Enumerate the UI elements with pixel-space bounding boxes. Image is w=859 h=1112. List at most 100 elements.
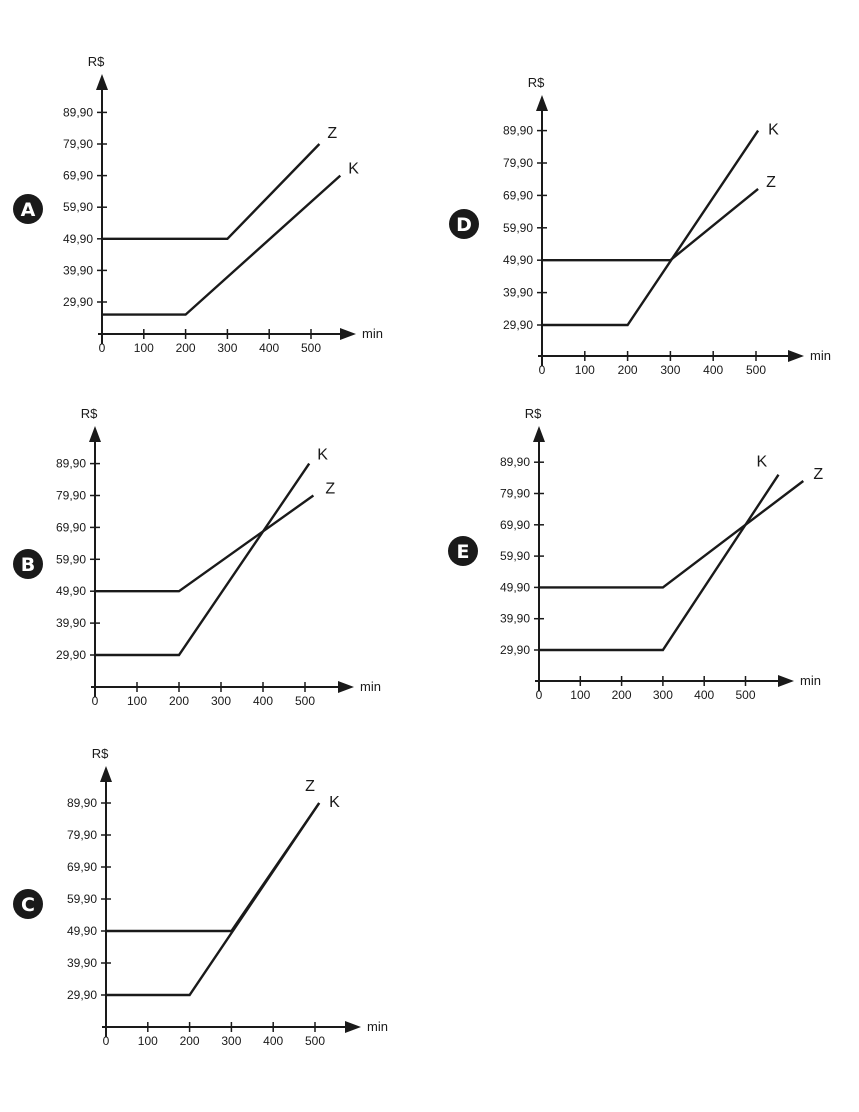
x-axis-arrow xyxy=(340,328,356,340)
x-axis-arrow xyxy=(788,350,804,362)
x-tick-label: 0 xyxy=(92,694,99,708)
x-tick-label: 200 xyxy=(180,1034,200,1048)
series-line-k xyxy=(95,462,311,657)
series-label-z: Z xyxy=(305,778,315,795)
y-axis-arrow xyxy=(100,766,112,782)
option-badge-circle xyxy=(13,194,43,224)
y-tick-label: 79,90 xyxy=(500,487,530,501)
y-axis-title: R$ xyxy=(88,54,105,69)
series-label-z: Z xyxy=(327,125,337,142)
series-line-z xyxy=(102,143,321,241)
y-tick-label: 59,90 xyxy=(56,552,86,566)
chart-e: R$ min 0 100 200 300 400 500 29,90 39,90 49,90 59,9… xyxy=(448,406,823,702)
x-tick-label: 0 xyxy=(536,688,543,702)
x-axis-arrow xyxy=(778,675,794,687)
y-axis-arrow xyxy=(533,426,545,442)
option-letter: C xyxy=(21,894,35,916)
x-axis-title: min xyxy=(800,673,821,688)
series-line-z xyxy=(106,802,321,933)
y-tick-label: 39,90 xyxy=(63,263,93,277)
y-tick-label: 69,90 xyxy=(63,169,93,183)
option-letter: B xyxy=(21,554,35,576)
y-tick-label: 29,90 xyxy=(503,318,533,332)
series-line-z xyxy=(539,480,805,589)
y-tick-label: 89,90 xyxy=(56,457,86,471)
y-axis-arrow xyxy=(96,74,108,90)
y-tick-label: 29,90 xyxy=(56,648,86,662)
series-line-k xyxy=(102,174,342,316)
series-label-z: Z xyxy=(766,174,776,191)
series-label-z: Z xyxy=(325,481,335,498)
y-tick-label: 59,90 xyxy=(500,549,530,563)
series-label-k: K xyxy=(348,161,359,178)
x-tick-label: 400 xyxy=(703,363,723,377)
x-axis-title: min xyxy=(360,679,381,694)
y-tick-label: 89,90 xyxy=(67,796,97,810)
chart-b: R$ min 0 100 200 300 400 500 29,90 39,90 49,90 59,9… xyxy=(13,406,381,708)
option-badge-circle xyxy=(13,549,43,579)
series-label-k: K xyxy=(768,122,779,139)
y-tick-label: 39,90 xyxy=(56,616,86,630)
y-tick-label: 79,90 xyxy=(67,828,97,842)
x-tick-label: 0 xyxy=(103,1034,110,1048)
series-line-z xyxy=(95,494,315,593)
option-letter: A xyxy=(21,199,36,221)
x-tick-label: 300 xyxy=(660,363,680,377)
x-axis-title: min xyxy=(362,326,383,341)
y-tick-label: 29,90 xyxy=(500,643,530,657)
x-tick-label: 100 xyxy=(138,1034,158,1048)
y-tick-label: 79,90 xyxy=(63,137,93,151)
x-axis-arrow xyxy=(345,1021,361,1033)
series-line-z xyxy=(542,187,759,262)
option-letter: E xyxy=(457,541,470,563)
x-tick-label: 200 xyxy=(176,341,196,355)
y-tick-label: 89,90 xyxy=(503,124,533,138)
option-letter: D xyxy=(456,214,472,236)
y-axis-title: R$ xyxy=(92,746,109,761)
option-badge-c[interactable]: C xyxy=(13,889,43,919)
option-badge-circle xyxy=(448,536,478,566)
y-tick-label: 49,90 xyxy=(503,253,533,267)
y-tick-label: 39,90 xyxy=(503,286,533,300)
x-tick-label: 200 xyxy=(618,363,638,377)
y-tick-label: 69,90 xyxy=(500,518,530,532)
series-line-k xyxy=(539,474,780,652)
x-tick-label: 500 xyxy=(746,363,766,377)
x-tick-label: 100 xyxy=(134,341,154,355)
series-label-k: K xyxy=(757,454,768,471)
y-tick-label: 69,90 xyxy=(67,860,97,874)
x-tick-label: 500 xyxy=(301,341,321,355)
x-tick-label: 400 xyxy=(253,694,273,708)
y-axis-title: R$ xyxy=(528,75,545,90)
option-badge-a[interactable]: A xyxy=(13,194,43,224)
chart-c: R$ min 0 100 200 300 400 500 29,90 39,90 49,90 59,9… xyxy=(13,746,388,1048)
y-axis-title: R$ xyxy=(525,406,542,421)
x-tick-label: 500 xyxy=(735,688,755,702)
y-tick-label: 49,90 xyxy=(56,584,86,598)
y-tick-label: 89,90 xyxy=(63,105,93,119)
series-line-k xyxy=(542,129,760,327)
y-tick-label: 29,90 xyxy=(63,295,93,309)
series-line-k xyxy=(106,802,321,997)
y-tick-label: 69,90 xyxy=(56,520,86,534)
option-badge-b[interactable]: B xyxy=(13,549,43,579)
y-axis-arrow xyxy=(89,426,101,442)
x-tick-label: 200 xyxy=(612,688,632,702)
option-badge-d[interactable]: D xyxy=(449,209,479,239)
x-tick-label: 300 xyxy=(653,688,673,702)
y-axis-title: R$ xyxy=(81,406,98,421)
x-tick-label: 400 xyxy=(263,1034,283,1048)
x-tick-label: 0 xyxy=(539,363,546,377)
x-axis-arrow xyxy=(338,681,354,693)
option-badge-e[interactable]: E xyxy=(448,536,478,566)
x-tick-label: 100 xyxy=(575,363,595,377)
option-badge-circle xyxy=(13,889,43,919)
y-tick-label: 39,90 xyxy=(500,612,530,626)
x-axis-title: min xyxy=(810,348,831,363)
x-tick-label: 500 xyxy=(295,694,315,708)
x-tick-label: 100 xyxy=(127,694,147,708)
y-axis-arrow xyxy=(536,95,548,111)
x-tick-label: 500 xyxy=(305,1034,325,1048)
x-tick-label: 400 xyxy=(694,688,714,702)
